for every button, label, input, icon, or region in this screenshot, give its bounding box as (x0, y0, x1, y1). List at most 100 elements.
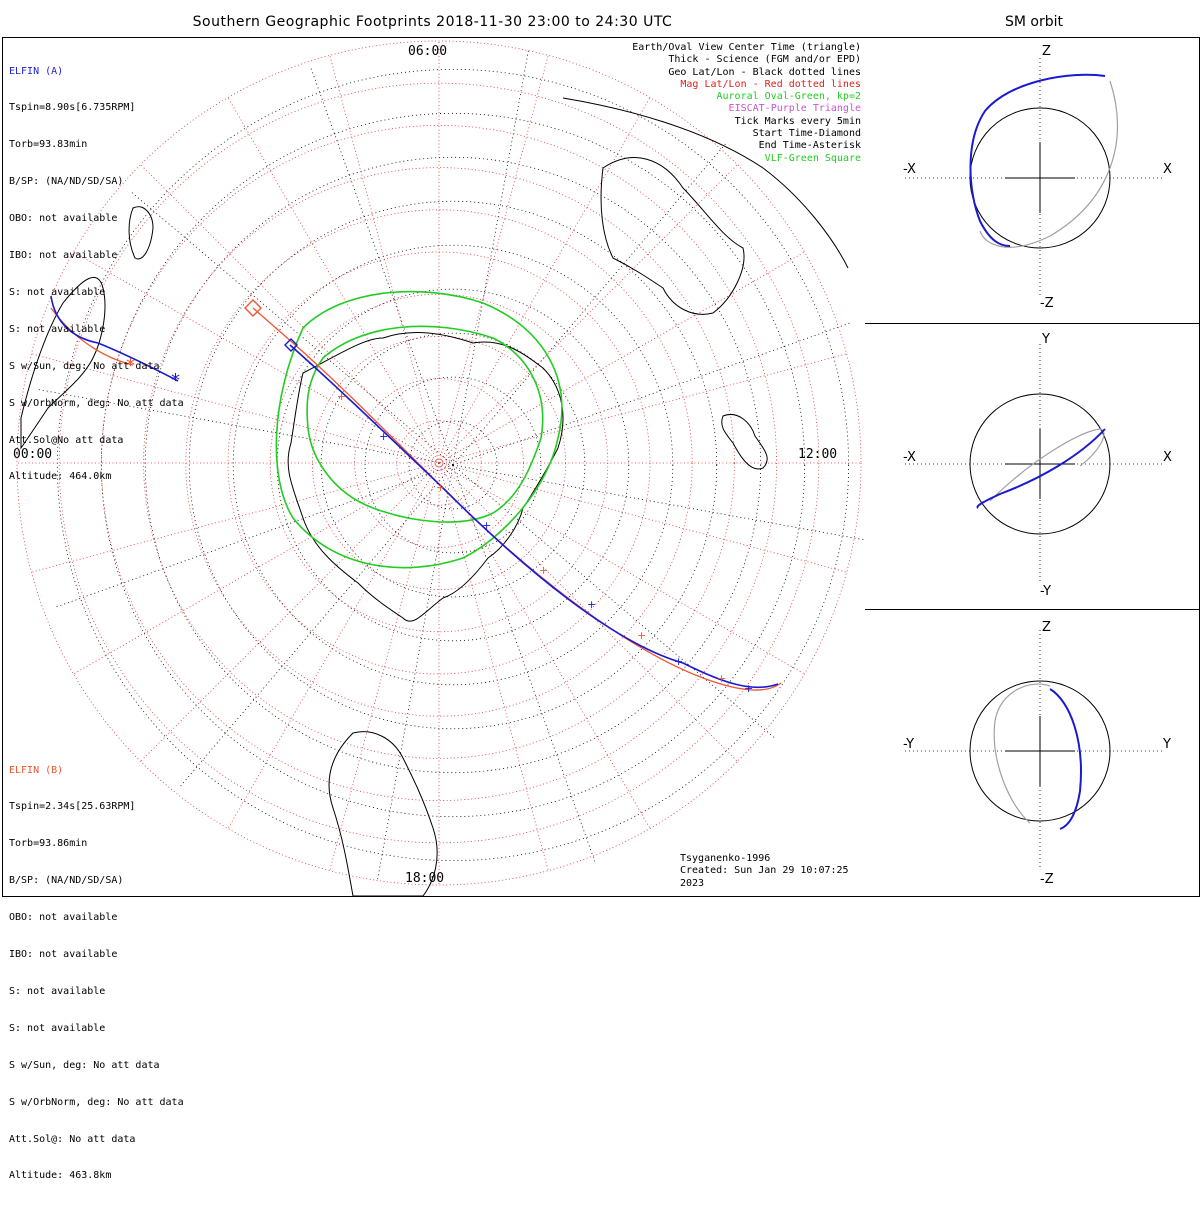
mlt-label-right: 12:00 (798, 447, 838, 462)
orbit-group (993, 683, 1082, 830)
legend-item: Mag Lat/Lon - Red dotted lines (680, 78, 861, 90)
elfin-b-line: Att.Sol@: No att data (9, 1133, 136, 1145)
sm-orbit-xz-plot (905, 58, 1165, 298)
south-america-coastline (328, 731, 438, 896)
elfin-a-tick-mark: + (744, 682, 753, 695)
elfin-a-footprint-track (289, 344, 779, 689)
mag-latitude-circle (58, 82, 820, 844)
geo-meridian (452, 464, 776, 739)
sm-orbit-title: SM orbit (1004, 14, 1063, 30)
mag-meridian (438, 55, 549, 464)
geo-meridian (452, 322, 851, 466)
elfin-b-end-asterisk: * (126, 355, 135, 376)
mag-meridian (73, 251, 440, 464)
mag-meridian (31, 353, 440, 464)
antarctica-coastline (287, 332, 564, 622)
axis-label-bottom: -Z (1040, 296, 1054, 311)
elfin-b-line: Altitude: 463.8km (9, 1170, 112, 1182)
auroral-oval-outer (275, 290, 563, 569)
geo-meridian (377, 464, 454, 881)
elfin-a-tick-mark: + (379, 430, 388, 443)
elfin-b-line: S w/OrbNorm, deg: No att data (9, 1096, 184, 1108)
mag-meridian (140, 164, 440, 464)
africa-coastline (20, 276, 106, 450)
axis-label-left: -X (903, 450, 916, 465)
elfin-b-line: OBO: not available (9, 912, 118, 924)
elfin-a-line: S: not available (9, 323, 106, 335)
legend-item: End Time-Asterisk (758, 140, 861, 152)
mag-meridian (438, 353, 847, 464)
geo-latitude-circle (320, 332, 586, 598)
mag-meridian (438, 462, 651, 829)
geo-latitude-circle (56, 68, 850, 862)
mag-meridian (329, 55, 440, 464)
elfin-a-line: Altitude: 464.0km (9, 471, 112, 483)
new-zealand-coastline (721, 414, 768, 470)
legend-item: VLF-Green Square (764, 152, 861, 164)
geo-meridian (179, 464, 454, 788)
elfin-b-tick-mark: + (539, 564, 548, 577)
elfin-b-tick-mark: + (717, 672, 726, 685)
mag-meridian (438, 462, 805, 675)
mag-latitude-circle (185, 209, 693, 717)
elfin-b-line: S: not available (9, 1022, 106, 1034)
elfin-a-header: ELFIN (A) (9, 65, 64, 77)
elfin-a-line: IBO: not available (9, 250, 118, 262)
elfin-b-footprint-track (252, 307, 782, 691)
sm-orbit-yz-plot (905, 630, 1165, 870)
elfin-b-line: S w/Sun, deg: No att data (9, 1059, 160, 1071)
elfin-a-line: Att.Sol@No att data (9, 434, 124, 446)
elfin-a-footprint-track (50, 295, 179, 382)
created-timestamp: Created: Sun Jan 29 10:07:25 2023 (680, 865, 849, 889)
mag-meridian (438, 164, 738, 464)
legend-item: Tick Marks every 5min (734, 115, 861, 127)
geo-meridian (452, 49, 529, 466)
auroral-oval-inner (306, 325, 544, 523)
geo-meridian (452, 464, 865, 541)
elfin-a-tick-mark: + (482, 519, 491, 532)
elfin-a-orbit-path (969, 73, 1106, 247)
mag-latitude-circle (16, 40, 862, 886)
footprint-map-panel: * * + + + + + + + + + + 06:00 00:00 12:00 18:00 ELF… (2, 37, 866, 1181)
elfin-b-info: ELFIN (B) Tspin=2.34s[25.63RPM] Torb=93.… (9, 740, 184, 1207)
elfin-b-line: Torb=93.86min (9, 838, 88, 850)
elfin-a-line: OBO: not available (9, 213, 118, 225)
sm-orbit-yz-panel: Z -Z -Y Y (865, 609, 1200, 897)
mlt-label-bottom: 18:00 (405, 871, 445, 886)
elfin-b-header: ELFIN (B) (9, 764, 64, 776)
plot-title: Southern Geographic Footprints 2018-11-3… (192, 14, 673, 30)
mag-meridian (438, 462, 847, 573)
elfin-a-orbit-path (1049, 688, 1082, 830)
elfin-a-tick-mark: + (674, 655, 683, 668)
mag-meridian (438, 97, 651, 464)
mag-latitude-circle (100, 124, 778, 802)
elfin-b-tick-mark: + (337, 390, 346, 403)
sm-orbit-xy-panel: Y -Y -X X (865, 323, 1200, 611)
legend-item: Geo Lat/Lon - Black dotted lines (668, 66, 861, 78)
geo-latitude-circle (100, 112, 806, 818)
mag-meridian (73, 462, 440, 675)
legend-item: EISCAT-Purple Triangle (728, 103, 861, 115)
geo-meridian (452, 142, 727, 466)
sm-orbit-xy-plot (905, 344, 1165, 584)
geo-latitude-circle (232, 244, 674, 686)
elfin-a-line: Tspin=8.90s[6.735RPM] (9, 102, 136, 114)
legend-item: Earth/Oval View Center Time (triangle) (632, 42, 861, 53)
elfin-a-tick-mark: + (587, 598, 596, 611)
elfin-a-line: S w/OrbNorm, deg: No att data (9, 397, 184, 409)
legend-item: Start Time-Diamond (752, 128, 861, 140)
axis-label-top: Y (1042, 332, 1050, 347)
mag-meridian (329, 462, 440, 871)
elfin-a-info: ELFIN (A) Tspin=8.90s[6.735RPM] Torb=93.… (9, 41, 184, 508)
elfin-a-line: Torb=93.83min (9, 139, 88, 151)
elfin-b-start-diamond (244, 299, 262, 317)
axis-label-top: Z (1042, 620, 1051, 635)
axis-label-left: -X (903, 162, 916, 177)
axis-label-bottom: -Y (1040, 584, 1052, 599)
elfin-a-line: B/SP: (NA/ND/SD/SA) (9, 176, 124, 188)
orbit-gray-path (979, 80, 1118, 248)
axis-label-right: X (1163, 450, 1172, 465)
elfin-a-end-asterisk: * (171, 370, 180, 391)
model-name: Tsyganenko-1996 (680, 853, 771, 865)
legend-item: Thick - Science (FGM and/or EPD) (668, 54, 861, 66)
